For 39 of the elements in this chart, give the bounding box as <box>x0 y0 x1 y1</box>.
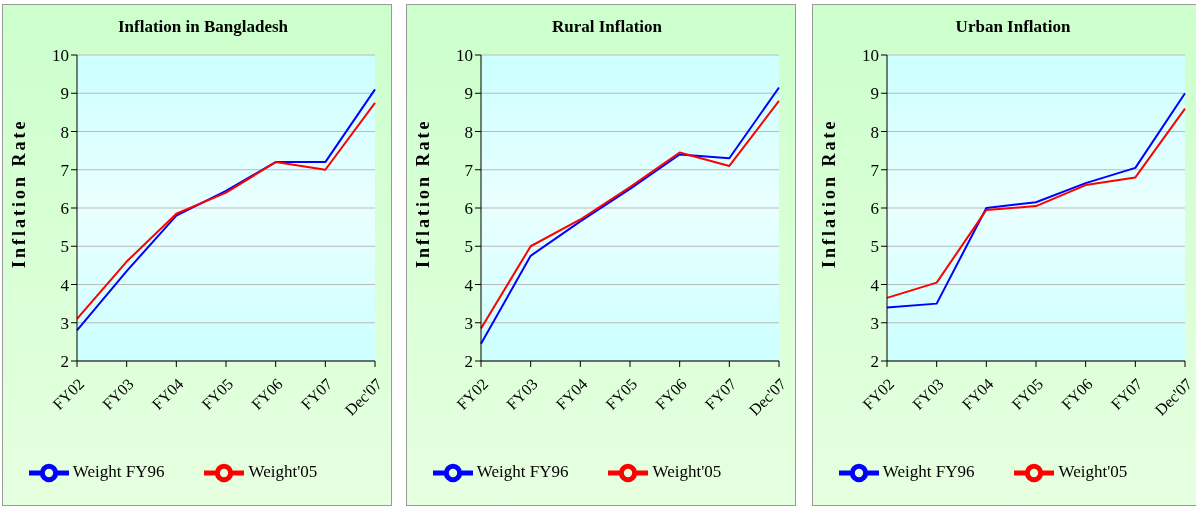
y-tick-label: 5 <box>60 237 69 257</box>
y-tick-label: 10 <box>862 46 879 66</box>
y-tick-label: 8 <box>464 122 473 142</box>
y-tick-label: 3 <box>870 313 879 333</box>
y-tick-label: 4 <box>464 275 474 295</box>
y-tick-label: 9 <box>870 84 879 104</box>
y-tick-label: 7 <box>464 160 474 180</box>
legend-label: Weight'05 <box>1058 461 1128 481</box>
legend-label: Weight FY96 <box>476 461 569 481</box>
y-tick-label: 3 <box>60 313 69 333</box>
y-tick-label: 7 <box>60 160 70 180</box>
legend-label: Weight'05 <box>248 461 318 481</box>
chart-title: Inflation in Bangladesh <box>103 11 303 43</box>
y-tick-label: 2 <box>464 352 473 372</box>
y-tick-label: 10 <box>52 46 69 66</box>
y-axis-title: Inflation Rate <box>413 118 434 268</box>
y-tick-label: 3 <box>464 313 473 333</box>
y-tick-label: 8 <box>60 122 69 142</box>
legend-label: Weight FY96 <box>882 461 975 481</box>
y-tick-label: 4 <box>60 275 70 295</box>
y-tick-label: 5 <box>870 237 879 257</box>
y-tick-label: 6 <box>870 199 879 219</box>
y-tick-label: 5 <box>464 237 473 257</box>
y-tick-label: 4 <box>870 275 880 295</box>
chart-title: Urban Inflation <box>913 11 1113 43</box>
legend-label: Weight FY96 <box>72 461 165 481</box>
chart-title: Rural Inflation <box>507 11 707 43</box>
y-tick-label: 6 <box>464 199 473 219</box>
y-tick-label: 9 <box>60 84 69 104</box>
y-tick-label: 6 <box>60 199 69 219</box>
y-tick-label: 8 <box>870 122 879 142</box>
legend-label: Weight'05 <box>652 461 722 481</box>
y-tick-label: 7 <box>870 160 880 180</box>
y-axis-title: Inflation Rate <box>9 118 30 268</box>
y-tick-label: 9 <box>464 84 473 104</box>
y-tick-label: 2 <box>60 352 69 372</box>
y-tick-label: 10 <box>456 46 473 66</box>
y-tick-label: 2 <box>870 352 879 372</box>
y-axis-title: Inflation Rate <box>819 118 840 268</box>
